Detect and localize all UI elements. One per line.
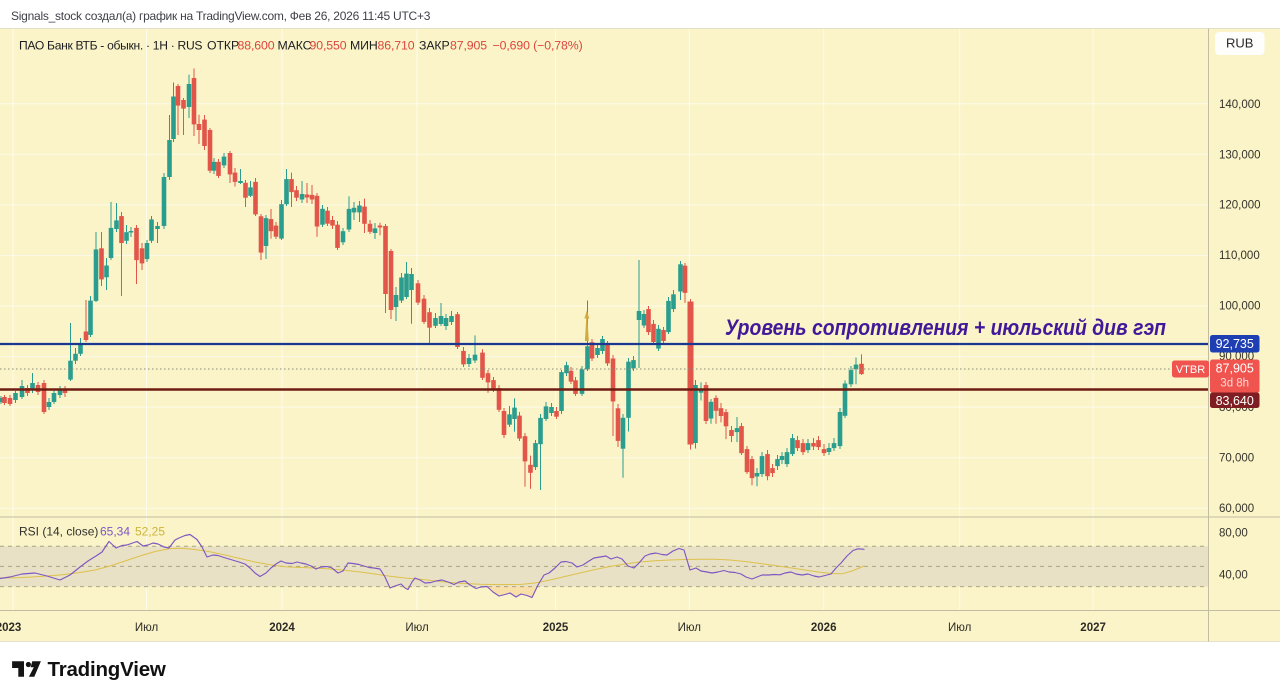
svg-text:40,00: 40,00: [1219, 570, 1248, 582]
svg-text:140,000: 140,000: [1219, 99, 1261, 111]
svg-text:80,00: 80,00: [1219, 528, 1248, 540]
svg-text:ПАО Банк ВТБ - обыкн. · 1Н · R: ПАО Банк ВТБ - обыкн. · 1Н · RUS: [19, 39, 202, 53]
svg-text:VTBR: VTBR: [1176, 364, 1205, 376]
svg-text:52,25: 52,25: [135, 525, 165, 539]
svg-text:Signals_stock создал(а) график: Signals_stock создал(а) график на Tradin…: [11, 9, 431, 23]
svg-text:130,000: 130,000: [1219, 149, 1261, 161]
svg-text:2025: 2025: [543, 622, 569, 634]
svg-text:86,710: 86,710: [378, 39, 415, 53]
svg-text:3d 8h: 3d 8h: [1220, 378, 1249, 390]
svg-text:Июл: Июл: [948, 622, 971, 634]
svg-text:65,34: 65,34: [100, 525, 130, 539]
svg-text:RSI (14, close): RSI (14, close): [19, 525, 98, 539]
svg-text:92,735: 92,735: [1216, 337, 1254, 351]
svg-text:2026: 2026: [811, 622, 837, 634]
svg-text:60,000: 60,000: [1219, 503, 1254, 515]
svg-text:2024: 2024: [269, 622, 295, 634]
svg-text:87,905: 87,905: [450, 39, 487, 53]
svg-text:TradingView: TradingView: [48, 658, 166, 681]
svg-text:RUB: RUB: [1226, 36, 1253, 51]
svg-text:Июл: Июл: [678, 622, 701, 634]
svg-text:88,600: 88,600: [238, 39, 275, 53]
svg-text:100,000: 100,000: [1219, 301, 1261, 313]
svg-text:МИН: МИН: [350, 39, 378, 53]
svg-text:Июл: Июл: [135, 622, 158, 634]
svg-text:ОТКР: ОТКР: [207, 39, 239, 53]
svg-text:2023: 2023: [0, 622, 21, 634]
svg-text:Июл: Июл: [405, 622, 428, 634]
svg-text:83,640: 83,640: [1216, 394, 1254, 408]
svg-text:ЗАКР: ЗАКР: [419, 39, 450, 53]
svg-text:90,550: 90,550: [310, 39, 347, 53]
svg-text:2027: 2027: [1080, 622, 1106, 634]
svg-text:120,000: 120,000: [1219, 200, 1261, 212]
svg-text:110,000: 110,000: [1219, 250, 1260, 262]
svg-text:70,000: 70,000: [1219, 453, 1254, 465]
svg-text:87,905: 87,905: [1216, 362, 1254, 376]
svg-text:МАКС: МАКС: [278, 39, 312, 53]
svg-text:Уровень сопротивления + июльск: Уровень сопротивления + июльский див гэп: [725, 315, 1166, 340]
svg-text:−0,690 (−0,78%): −0,690 (−0,78%): [493, 39, 583, 53]
